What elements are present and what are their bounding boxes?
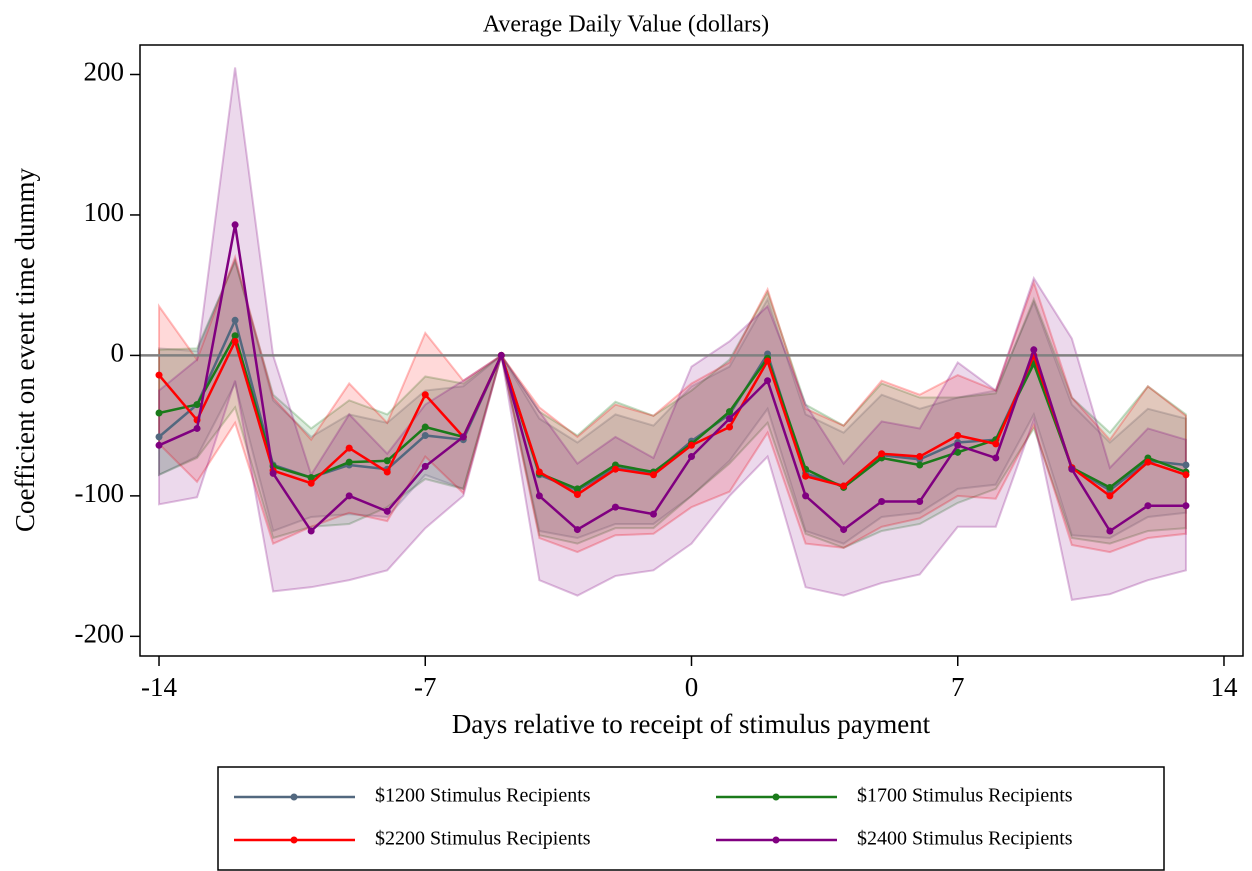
data-point bbox=[345, 444, 353, 452]
legend-marker bbox=[772, 836, 780, 844]
data-point bbox=[421, 391, 429, 399]
series-line bbox=[158, 337, 1187, 498]
data-point bbox=[992, 440, 1000, 448]
x-tick-label: 14 bbox=[1210, 672, 1238, 702]
data-point bbox=[954, 431, 962, 439]
data-point bbox=[421, 462, 429, 470]
data-point bbox=[231, 337, 239, 345]
data-point bbox=[345, 492, 353, 500]
data-point bbox=[802, 472, 810, 480]
data-point bbox=[1144, 458, 1152, 466]
data-point bbox=[878, 450, 886, 458]
confidence-band bbox=[158, 256, 1187, 545]
data-point bbox=[155, 409, 163, 417]
data-point bbox=[1106, 483, 1114, 491]
x-axis-label: Days relative to receipt of stimulus pay… bbox=[452, 709, 931, 739]
data-point bbox=[269, 469, 277, 477]
data-point bbox=[573, 485, 581, 493]
data-point bbox=[421, 423, 429, 431]
data-point bbox=[840, 526, 848, 534]
data-point bbox=[573, 490, 581, 498]
data-point bbox=[916, 497, 924, 505]
data-point bbox=[764, 377, 772, 385]
data-point bbox=[878, 497, 886, 505]
y-axis-label: Coefficient on event time dummy bbox=[10, 168, 40, 532]
legend-label: $2400 Stimulus Recipients bbox=[857, 828, 1073, 850]
data-point bbox=[1182, 461, 1190, 469]
data-point bbox=[916, 461, 924, 469]
data-point bbox=[764, 357, 772, 365]
y-tick-label: 200 bbox=[84, 57, 125, 87]
legend-marker bbox=[290, 793, 298, 801]
data-point bbox=[916, 453, 924, 461]
data-point bbox=[1030, 346, 1038, 354]
data-point bbox=[307, 474, 315, 482]
x-tick-label: 0 bbox=[685, 672, 699, 702]
legend-label: $1200 Stimulus Recipients bbox=[375, 785, 591, 807]
data-point bbox=[954, 441, 962, 449]
data-point bbox=[1106, 527, 1114, 535]
data-point bbox=[231, 221, 239, 229]
data-point bbox=[155, 371, 163, 379]
series-line bbox=[158, 224, 1186, 533]
x-tick-label: -14 bbox=[141, 672, 177, 702]
data-point bbox=[459, 433, 467, 441]
data-point bbox=[193, 401, 201, 409]
data-point bbox=[802, 492, 810, 500]
chart-title: Average Daily Value (dollars) bbox=[483, 12, 769, 38]
legend-marker bbox=[772, 793, 780, 801]
confidence-band bbox=[158, 253, 1187, 554]
data-point bbox=[231, 332, 239, 340]
y-tick-label: -200 bbox=[75, 619, 125, 649]
data-point bbox=[726, 423, 734, 431]
data-point bbox=[535, 468, 543, 476]
legend-label: $2200 Stimulus Recipients bbox=[375, 828, 591, 850]
data-point bbox=[535, 492, 543, 500]
data-point bbox=[1106, 492, 1114, 500]
data-point bbox=[383, 507, 391, 515]
data-point bbox=[307, 527, 315, 535]
data-point bbox=[954, 448, 962, 456]
data-point bbox=[1182, 502, 1190, 510]
x-tick-label: 7 bbox=[951, 672, 965, 702]
data-point bbox=[1182, 471, 1190, 479]
legend-label: $1700 Stimulus Recipients bbox=[857, 785, 1073, 807]
legend-marker bbox=[290, 836, 298, 844]
data-point bbox=[231, 316, 239, 324]
data-point bbox=[611, 465, 619, 473]
x-tick-label: -7 bbox=[414, 672, 437, 702]
y-tick-label: 100 bbox=[84, 197, 125, 227]
y-tick-label: 0 bbox=[111, 338, 125, 368]
data-point bbox=[193, 424, 201, 432]
data-point bbox=[611, 503, 619, 511]
data-point bbox=[1068, 465, 1076, 473]
legend-box bbox=[217, 766, 1165, 871]
data-point bbox=[688, 453, 695, 461]
data-point bbox=[649, 471, 657, 479]
confidence-band bbox=[158, 67, 1187, 601]
data-point bbox=[383, 468, 391, 476]
data-point bbox=[155, 433, 163, 441]
data-point bbox=[726, 415, 734, 423]
data-point bbox=[1144, 502, 1152, 510]
data-point bbox=[726, 408, 734, 416]
data-point bbox=[421, 431, 429, 439]
data-point bbox=[497, 351, 505, 359]
data-point bbox=[573, 526, 581, 534]
data-point bbox=[345, 458, 353, 466]
data-point bbox=[688, 441, 695, 449]
data-point bbox=[992, 454, 1000, 462]
y-tick-label: -100 bbox=[75, 478, 125, 508]
data-point bbox=[840, 482, 848, 490]
data-point bbox=[383, 457, 391, 465]
data-point bbox=[155, 441, 163, 449]
data-point bbox=[649, 510, 657, 518]
data-point bbox=[307, 479, 315, 487]
